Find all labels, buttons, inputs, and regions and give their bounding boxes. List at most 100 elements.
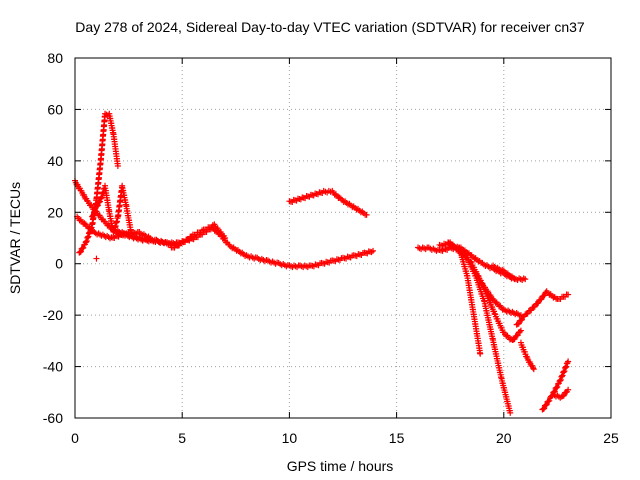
data-point [546,291,553,298]
series-arc-4 [89,182,134,236]
data-point [97,198,104,205]
y-tick-label: 40 [47,153,63,169]
series-isolated [93,255,100,262]
x-tick-label: 10 [282,430,298,446]
data-point [81,220,88,227]
data-point [565,358,572,365]
data-point [562,364,569,371]
data-point [562,364,569,371]
data-point [89,212,96,219]
data-point [565,386,572,393]
data-point [530,364,537,371]
data-point [560,369,567,376]
data-point [557,377,564,384]
data-point [363,211,370,218]
data-point [524,310,531,317]
series-arc-8 [415,244,518,283]
x-tick-label: 0 [71,430,79,446]
data-point [565,291,572,298]
data-point [93,255,100,262]
y-tick-label: 20 [47,204,63,220]
data-point [514,332,521,339]
data-point [92,207,99,214]
data-point [507,409,514,416]
data-point [477,350,484,357]
data-point [503,271,510,278]
data-points [72,110,572,416]
data-point [560,368,567,375]
data-point [560,392,567,399]
data-point [491,310,498,317]
series-arc-12 [475,272,524,344]
data-point [535,300,542,307]
data-point [558,373,565,380]
series-arc-7 [286,187,370,218]
data-point [553,384,560,391]
data-point [517,327,524,334]
data-point [556,378,563,385]
x-tick-label: 15 [389,430,405,446]
data-point [80,244,87,251]
data-point [368,249,375,256]
data-point [557,376,564,383]
series-arc-16 [539,358,572,413]
data-point [550,294,557,301]
data-point [114,163,121,169]
grid [75,58,611,418]
x-tick-label: 20 [496,430,512,446]
y-tick-label: 80 [47,50,63,66]
data-point [77,248,84,255]
data-point [89,213,96,220]
data-point [515,320,522,327]
series-arc-17 [550,386,572,401]
series-arc-3 [76,110,121,256]
x-tick-label: 25 [603,430,619,446]
data-point [554,384,561,391]
data-point [370,247,377,254]
data-point [543,401,550,408]
y-tick-label: -60 [43,410,63,426]
data-point [222,235,229,241]
data-point [471,255,478,262]
data-point [91,208,98,215]
y-tick-label: -20 [43,307,63,323]
data-point [475,258,482,265]
data-point [531,303,538,310]
data-point [467,258,474,265]
data-point [528,307,535,314]
data-point [541,292,548,299]
y-axis-label: SDTVAR / TECUs [7,182,23,294]
y-tick-label: 60 [47,101,63,117]
data-point [563,363,570,370]
y-tick-label: -40 [43,359,63,375]
series-arc-11 [457,247,524,319]
data-point [336,194,343,201]
series-arc-15 [517,339,537,373]
series-arc-14 [513,288,572,328]
x-axis-label: GPS time / hours [287,458,394,474]
chart-title: Day 278 of 2024, Sidereal Day-to-day VTE… [75,19,585,35]
data-point [511,336,518,343]
data-point [90,212,97,219]
y-tick-label: 0 [55,256,63,272]
series-arc-6 [168,221,229,251]
ticks: 0 5 10 15 20 25 -60 -40 -20 0 20 40 60 80 [43,50,619,446]
data-point [507,274,514,281]
data-point [530,366,537,373]
data-point [541,405,548,412]
data-point [522,276,529,283]
data-point [546,397,553,404]
series-arc-5 [114,223,377,271]
data-point [559,372,566,379]
data-point [516,328,523,335]
x-tick-label: 5 [178,430,186,446]
data-point [519,316,526,323]
series-arc-13 [490,262,529,283]
data-point [94,202,101,209]
data-point [558,373,565,380]
data-point [538,296,545,303]
plot-frame [74,57,612,419]
data-point [127,227,134,234]
data-point [561,368,568,375]
